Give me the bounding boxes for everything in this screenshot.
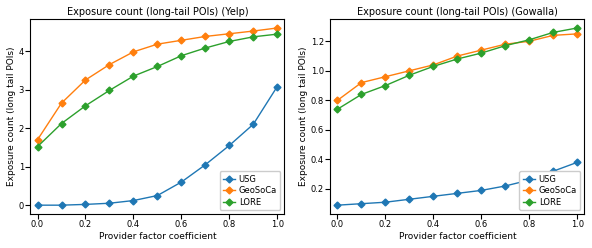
Title: Exposure count (long-tail POIs) (Gowalla): Exposure count (long-tail POIs) (Gowalla… [357,7,558,17]
Y-axis label: Exposure count (long tail POIs): Exposure count (long tail POIs) [7,47,16,186]
Legend: USG, GeoSoCa, LORE: USG, GeoSoCa, LORE [519,171,580,210]
X-axis label: Provider factor coefficient: Provider factor coefficient [398,232,516,241]
X-axis label: Provider factor coefficient: Provider factor coefficient [99,232,216,241]
Y-axis label: Exposure count (long tail POIs): Exposure count (long tail POIs) [299,47,308,186]
Title: Exposure count (long-tail POIs) (Yelp): Exposure count (long-tail POIs) (Yelp) [66,7,248,17]
Legend: USG, GeoSoCa, LORE: USG, GeoSoCa, LORE [220,171,280,210]
